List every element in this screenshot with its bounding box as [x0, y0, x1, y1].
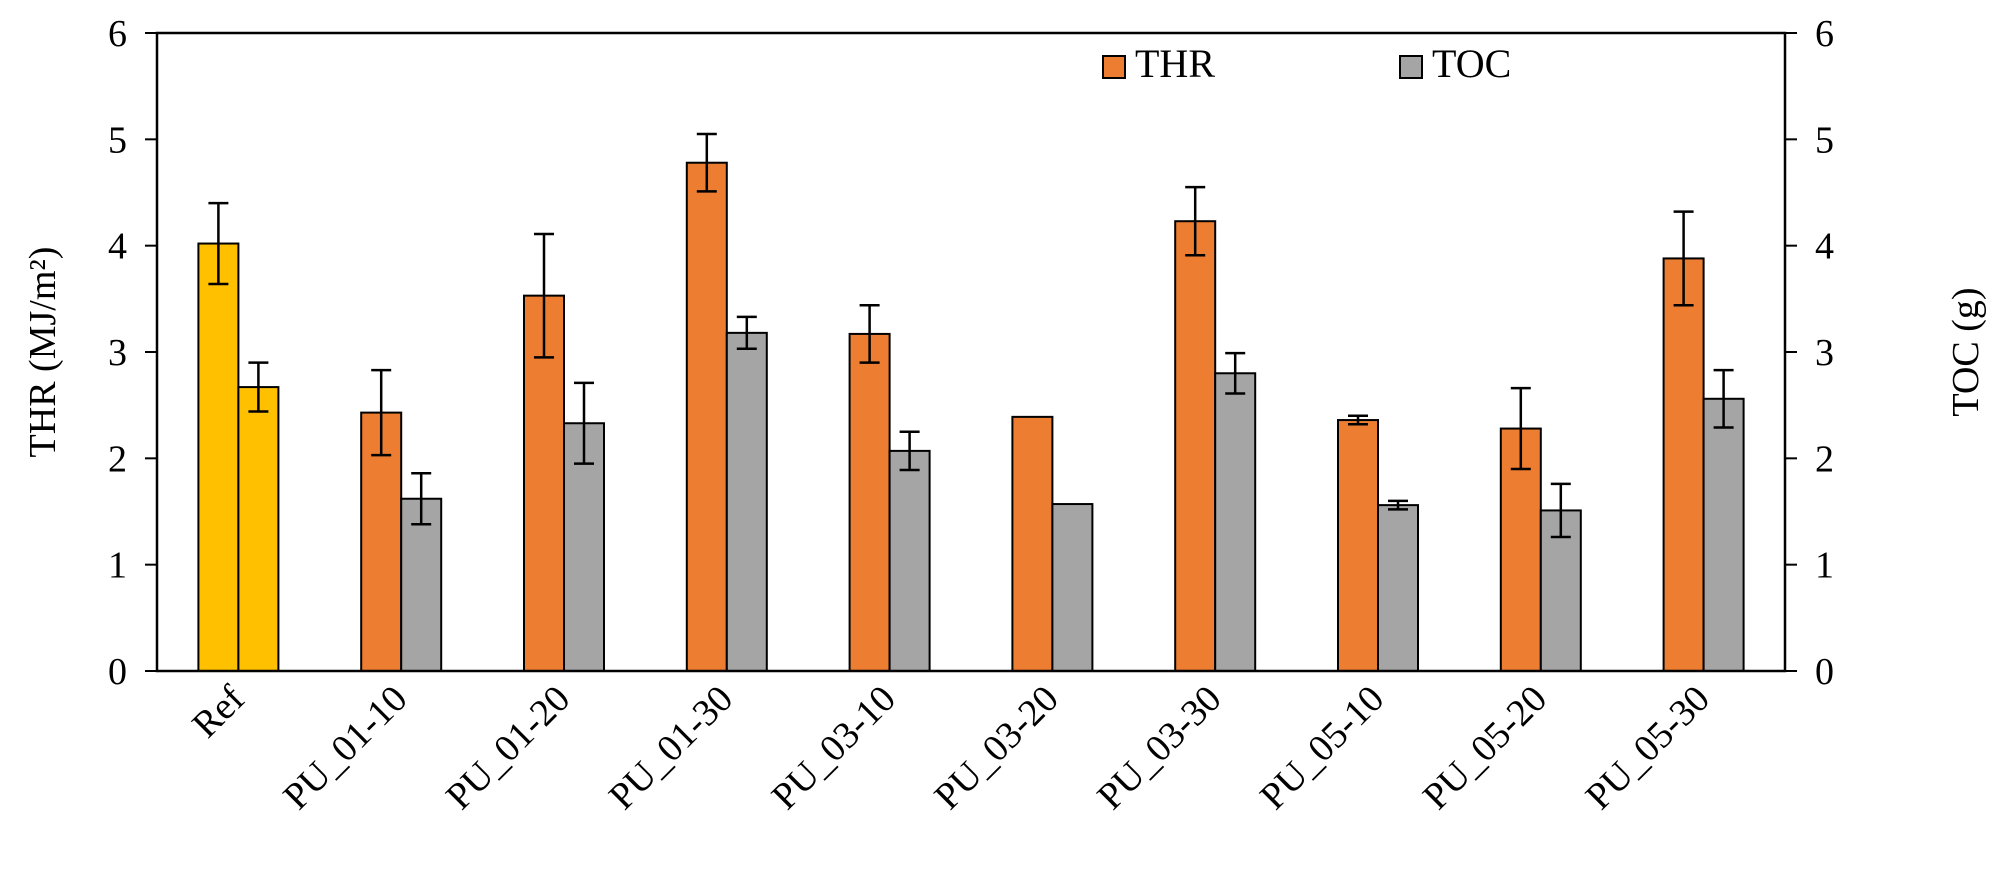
- y-left-tick-label: 2: [108, 438, 127, 480]
- legend-label-toc: TOC: [1432, 41, 1511, 86]
- y-axis-left-title: THR (MJ/m²): [22, 247, 64, 458]
- y-left-tick-label: 6: [108, 13, 127, 55]
- error-bar-toc-PU_01-30: [736, 315, 757, 351]
- error-bar-toc-PU_01-20: [574, 381, 594, 465]
- error-bar-toc-PU_05-20: [1550, 482, 1571, 539]
- error-bar-toc-PU_03-30: [1225, 351, 1246, 395]
- x-category-label: PU_05-10: [1252, 678, 1392, 818]
- x-category-label: PU_03-20: [927, 678, 1067, 818]
- x-category-label: PU_03-30: [1089, 678, 1229, 818]
- error-bar-thr-PU_01-10: [371, 368, 392, 457]
- y-left-tick-label: 4: [108, 226, 127, 268]
- error-bar-thr-PU_05-30: [1673, 210, 1694, 307]
- error-bar-thr-Ref: [208, 201, 229, 286]
- x-category-label: PU_05-20: [1415, 678, 1555, 818]
- bar-thr-PU_03-10: [848, 332, 891, 672]
- error-bar-thr-PU_05-10: [1348, 414, 1368, 426]
- bar-thr-PU_03-30: [1174, 220, 1217, 673]
- bar-thr-Ref: [197, 242, 240, 672]
- error-bar-toc-PU_03-10: [899, 430, 920, 472]
- error-bar-toc-PU_01-10: [411, 471, 432, 526]
- error-bar-thr-PU_05-20: [1510, 386, 1531, 471]
- x-category-label: PU_01-20: [438, 678, 578, 818]
- bar-thr-PU_01-30: [685, 161, 728, 673]
- y-left-tick-label: 0: [108, 651, 127, 693]
- bar-toc-PU_03-20: [1051, 503, 1094, 672]
- x-category-label: PU_01-10: [275, 678, 415, 818]
- bar-toc-PU_01-30: [725, 331, 768, 672]
- bar-toc-PU_03-10: [888, 449, 931, 673]
- bar-thr-PU_03-20: [1011, 415, 1054, 673]
- bar-toc-PU_05-30: [1702, 397, 1745, 672]
- error-bar-thr-PU_03-10: [859, 303, 880, 364]
- axes: 0 1 2 3 4 5 6 0 1 2 3 4 5 6: [108, 13, 1834, 693]
- error-bar-thr-PU_01-30: [696, 132, 717, 193]
- y-right-tick-label: 2: [1815, 438, 1834, 480]
- bar-toc-PU_03-30: [1214, 372, 1257, 672]
- y-left-tick-label: 5: [108, 119, 127, 161]
- legend-label-thr: THR: [1135, 41, 1215, 86]
- error-bar-toc-PU_05-30: [1713, 368, 1734, 429]
- x-category-label: PU_05-30: [1578, 678, 1718, 818]
- bar-thr-PU_05-10: [1337, 419, 1379, 673]
- y-left-tick-label: 3: [108, 332, 127, 374]
- bar-toc-PU_01-10: [400, 497, 443, 672]
- y-right-tick-label: 4: [1815, 226, 1834, 268]
- bar-thr-PU_05-30: [1662, 257, 1705, 672]
- y-left-tick-label: 1: [108, 545, 127, 587]
- legend-swatch-toc: [1399, 55, 1423, 79]
- x-category-label: PU_01-30: [601, 678, 741, 818]
- y-right-tick-label: 6: [1815, 13, 1834, 55]
- legend: THR TOC: [1102, 41, 1511, 86]
- y-right-tick-label: 1: [1815, 545, 1834, 587]
- y-right-tick-label: 3: [1815, 332, 1834, 374]
- error-bar-toc-Ref: [248, 361, 269, 413]
- bar-toc-Ref: [237, 386, 280, 672]
- y-axis-right-title: TOC (g): [1945, 287, 1987, 416]
- error-bar-toc-PU_05-10: [1388, 499, 1408, 511]
- bar-toc-PU_05-10: [1377, 504, 1419, 672]
- legend-swatch-thr: [1102, 55, 1126, 79]
- y-right-tick-label: 0: [1815, 651, 1834, 693]
- plot-area: [197, 132, 1745, 673]
- error-bar-thr-PU_01-20: [534, 232, 554, 359]
- y-right-tick-label: 5: [1815, 119, 1834, 161]
- error-bar-thr-PU_03-30: [1185, 185, 1206, 257]
- x-category-label: PU_03-10: [764, 678, 904, 818]
- x-category-label: Ref: [184, 677, 253, 746]
